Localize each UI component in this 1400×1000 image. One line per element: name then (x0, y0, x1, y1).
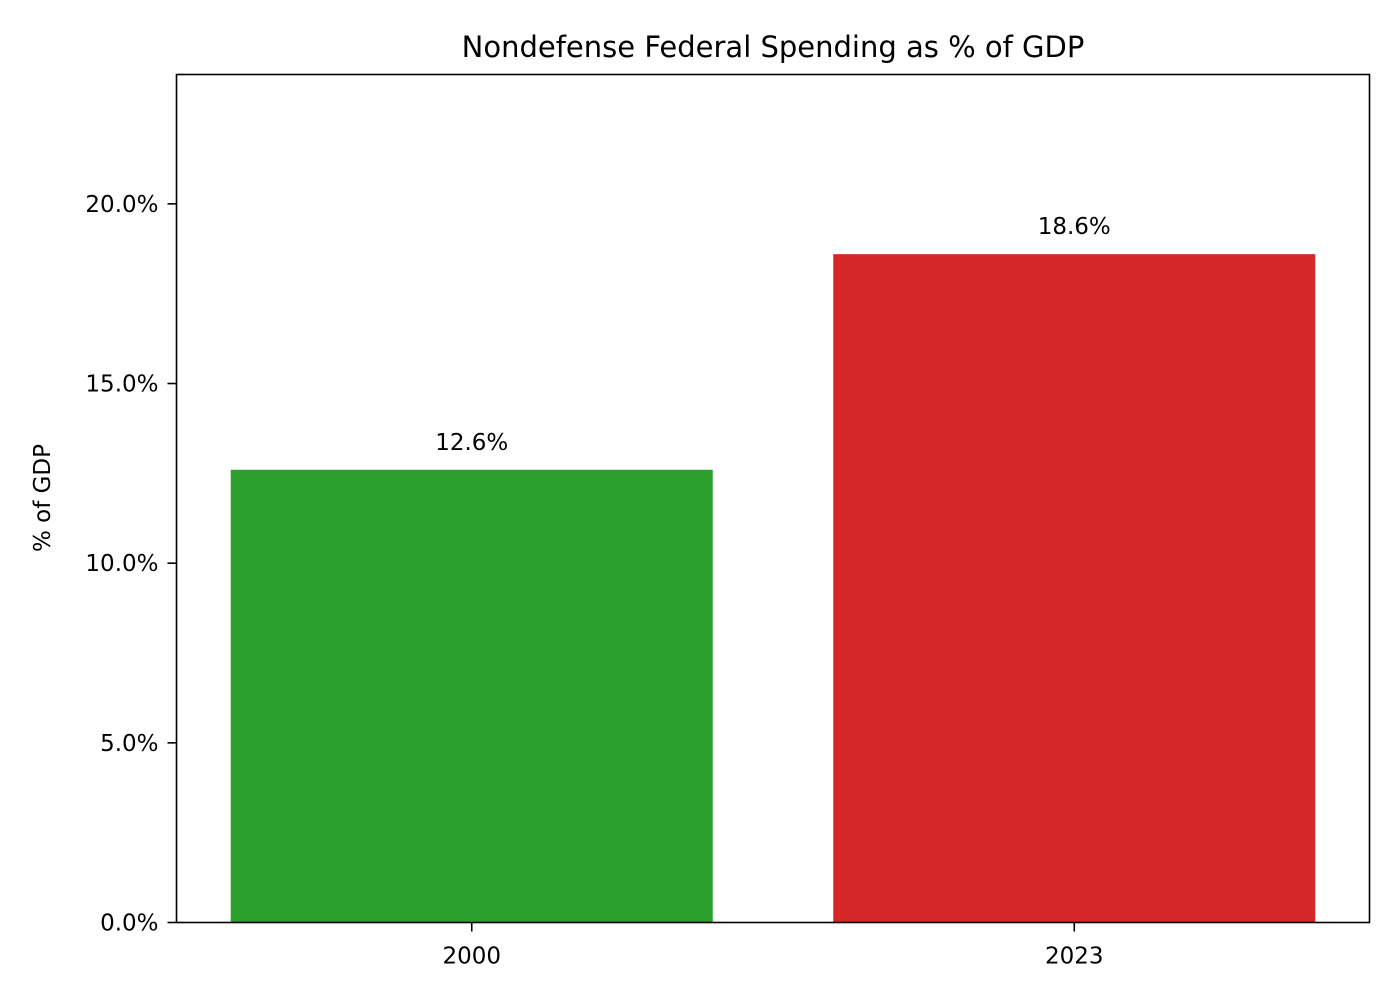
y-tick-label-20: 20.0% (85, 192, 158, 218)
x-axis: 2000 2023 (442, 922, 1104, 970)
data-label-2000: 12.6% (435, 430, 508, 456)
y-axis: 0.0% 5.0% 10.0% 15.0% 20.0% (85, 192, 177, 937)
bar-2023 (833, 254, 1316, 923)
x-tick-label-2023: 2023 (1045, 944, 1104, 970)
y-tick-label-0: 0.0% (100, 911, 158, 937)
bars-layer (230, 254, 1316, 923)
y-tick-label-5: 5.0% (100, 731, 158, 757)
chart-title: Nondefense Federal Spending as % of GDP (462, 30, 1085, 64)
y-tick-label-15: 15.0% (85, 372, 158, 398)
plot-area-frame (175, 73, 1371, 924)
y-axis-label: % of GDP (30, 444, 56, 552)
x-tick-label-2000: 2000 (442, 944, 501, 970)
y-tick-label-10: 10.0% (85, 551, 158, 577)
bar-2000 (230, 469, 713, 923)
data-label-2023: 18.6% (1038, 214, 1111, 240)
data-labels-layer: 12.6% 18.6% (435, 214, 1111, 456)
